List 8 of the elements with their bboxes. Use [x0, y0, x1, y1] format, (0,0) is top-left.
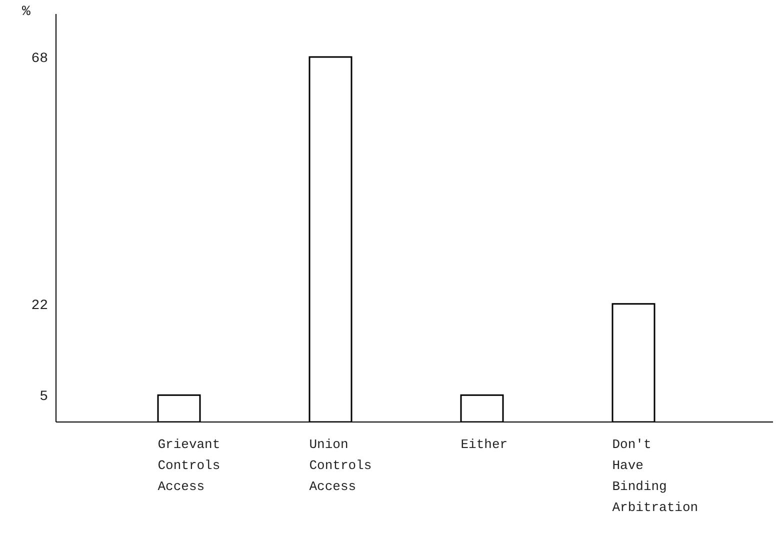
y-tick-label: 5	[40, 389, 48, 406]
y-tick-label: 22	[31, 298, 48, 314]
y-axis-title: %	[22, 4, 30, 20]
y-tick-label: 68	[31, 50, 48, 67]
x-tick-label: Don't Have Binding Arbitration	[612, 437, 698, 515]
x-tick-label: Union Controls Access	[309, 437, 372, 494]
x-tick-label: Grievant Controls Access	[158, 437, 220, 494]
x-tick-label: Either	[460, 437, 508, 452]
